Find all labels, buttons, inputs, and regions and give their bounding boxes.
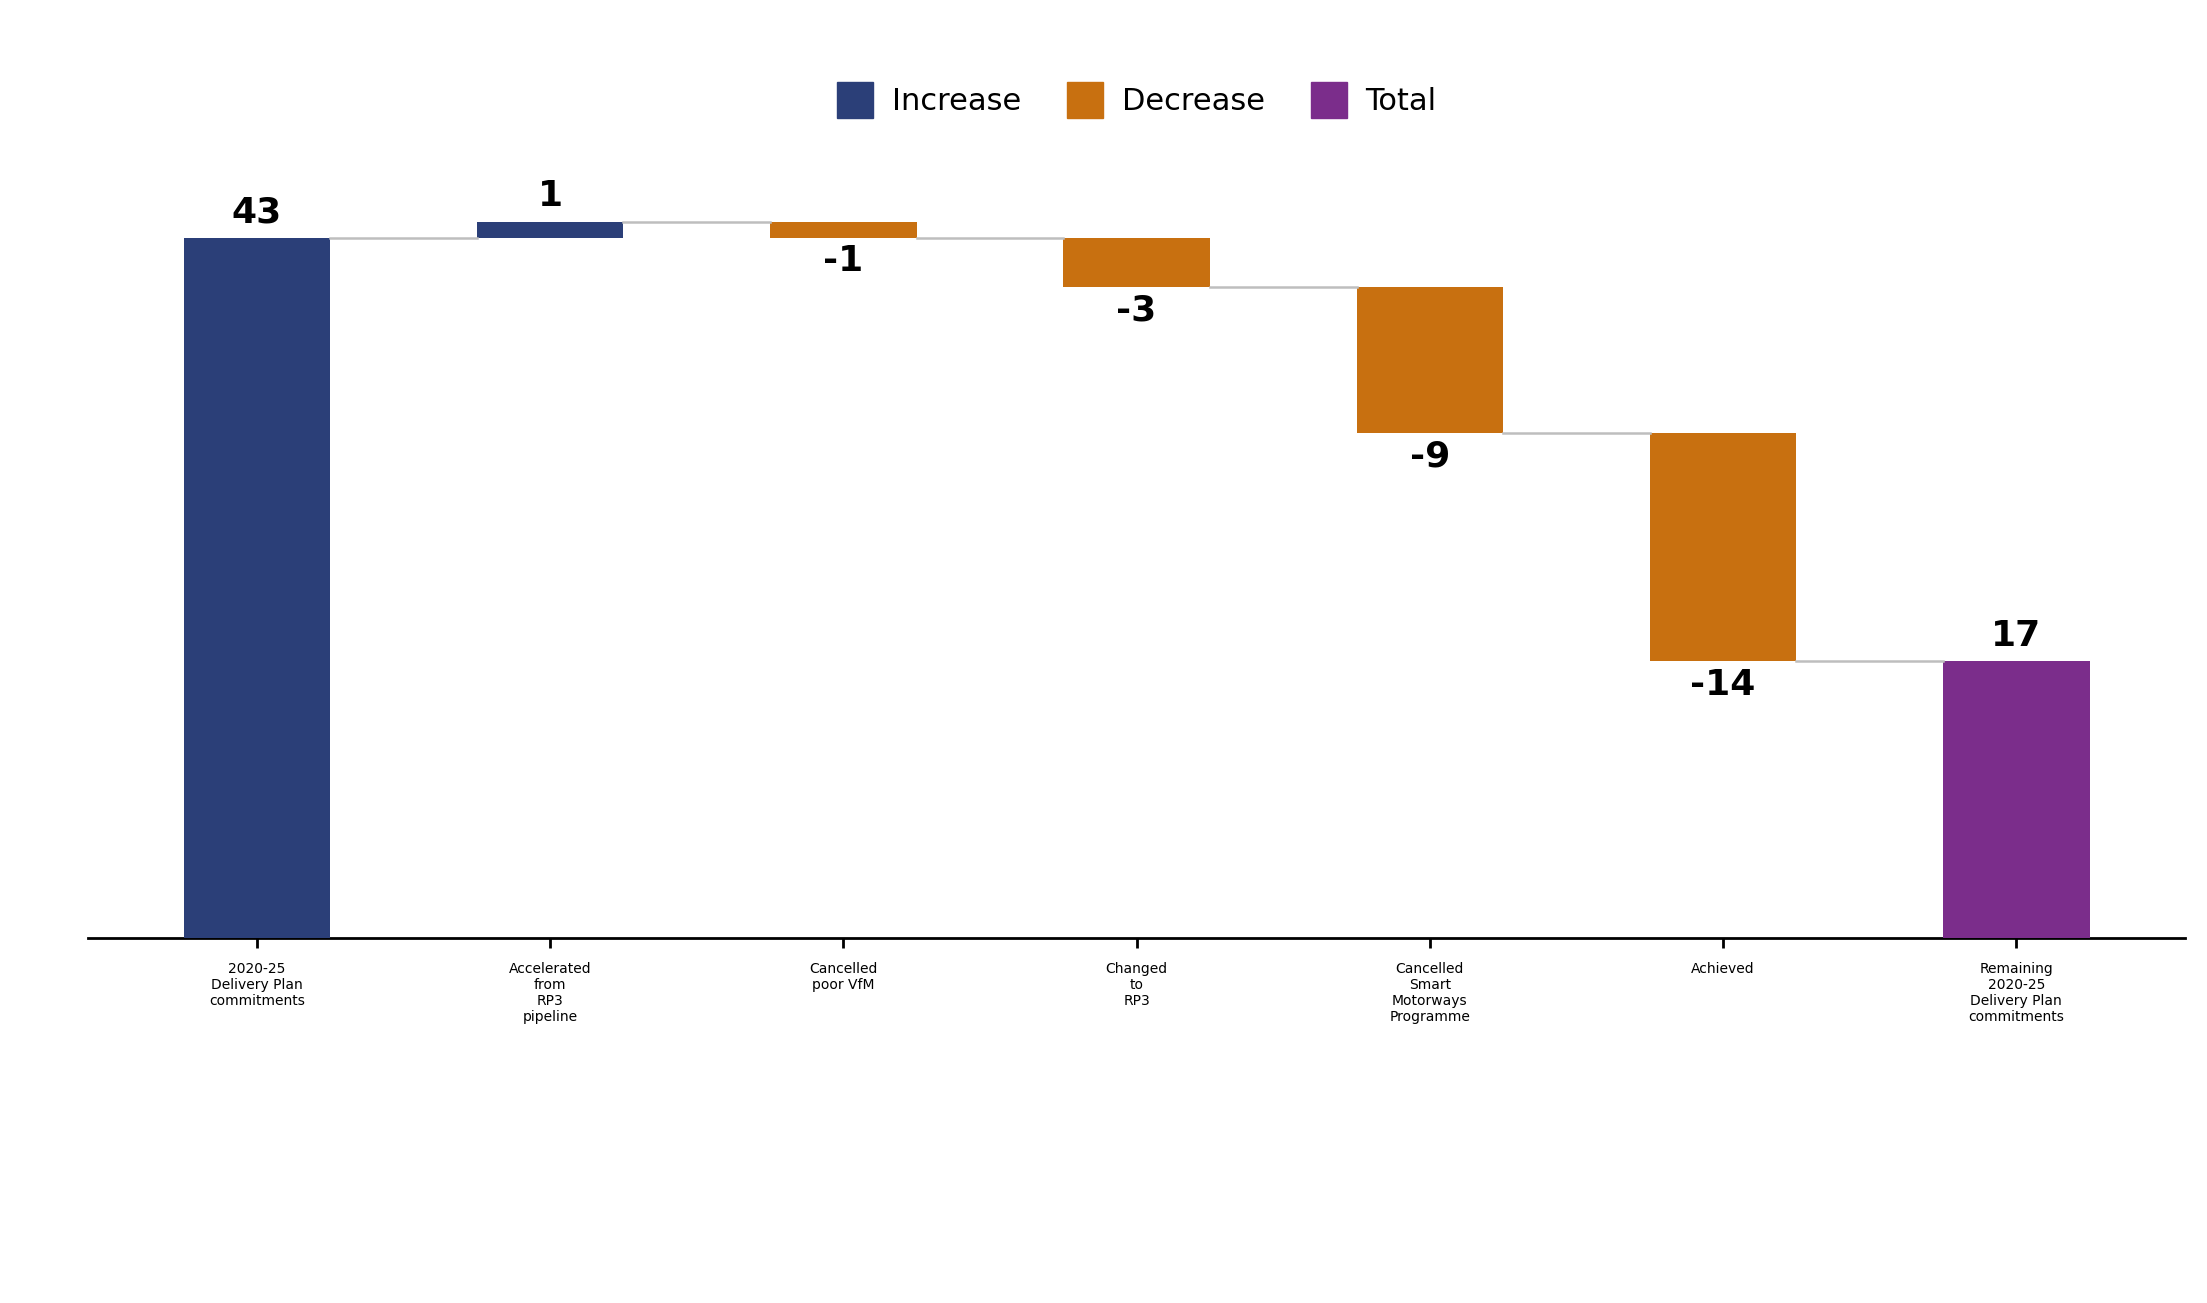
Bar <box>770 222 916 237</box>
Bar <box>1064 237 1209 287</box>
Text: 1: 1 <box>539 180 563 214</box>
Bar <box>1651 433 1796 661</box>
Bar <box>183 237 331 938</box>
Text: -9: -9 <box>1410 439 1450 474</box>
Bar <box>1357 287 1503 433</box>
Text: 43: 43 <box>232 195 282 229</box>
Text: 17: 17 <box>1991 619 2041 653</box>
Bar <box>477 222 622 237</box>
Text: -14: -14 <box>1691 667 1757 702</box>
Legend: Increase, Decrease, Total: Increase, Decrease, Total <box>825 70 1448 130</box>
Text: -1: -1 <box>823 245 863 279</box>
Text: -3: -3 <box>1117 293 1156 327</box>
Bar <box>1942 661 2090 938</box>
